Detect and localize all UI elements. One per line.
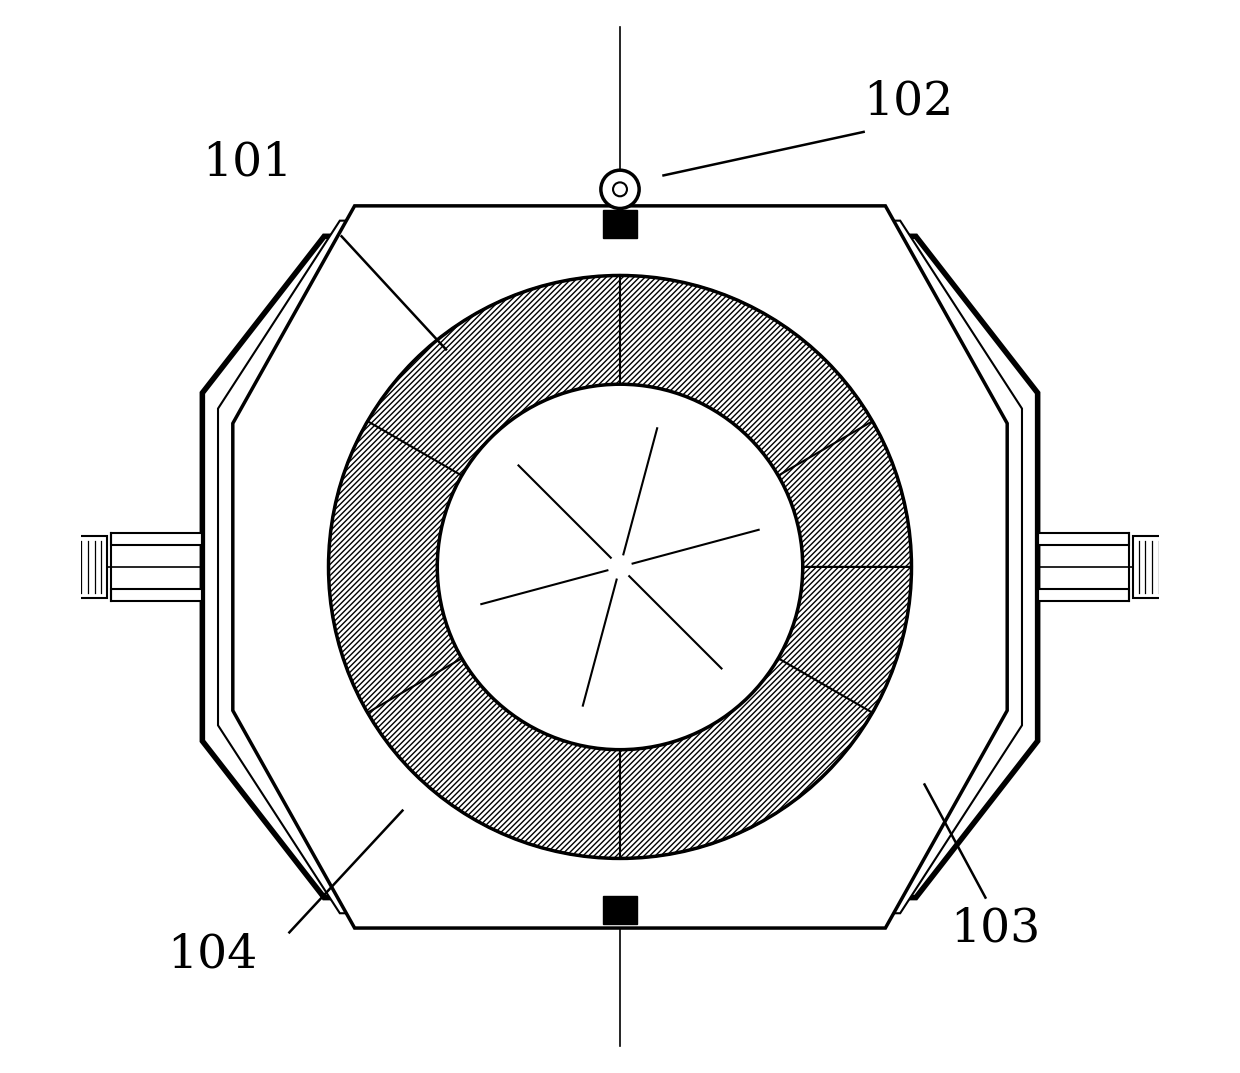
Bar bbox=[1038, 533, 1128, 545]
Text: 101: 101 bbox=[202, 141, 293, 186]
Polygon shape bbox=[218, 221, 1022, 913]
Circle shape bbox=[613, 182, 627, 196]
Polygon shape bbox=[329, 276, 911, 858]
Circle shape bbox=[438, 384, 802, 750]
Bar bbox=[603, 210, 637, 238]
Text: 102: 102 bbox=[863, 79, 954, 124]
Text: 104: 104 bbox=[167, 932, 258, 978]
Bar bbox=[1133, 535, 1164, 599]
Bar bbox=[112, 589, 202, 601]
Circle shape bbox=[601, 171, 639, 208]
Text: 103: 103 bbox=[951, 906, 1040, 951]
Bar bbox=[603, 896, 637, 924]
Bar bbox=[76, 535, 107, 599]
Bar bbox=[112, 533, 202, 545]
Polygon shape bbox=[233, 206, 1007, 928]
Polygon shape bbox=[202, 236, 1038, 898]
Bar bbox=[1038, 589, 1128, 601]
